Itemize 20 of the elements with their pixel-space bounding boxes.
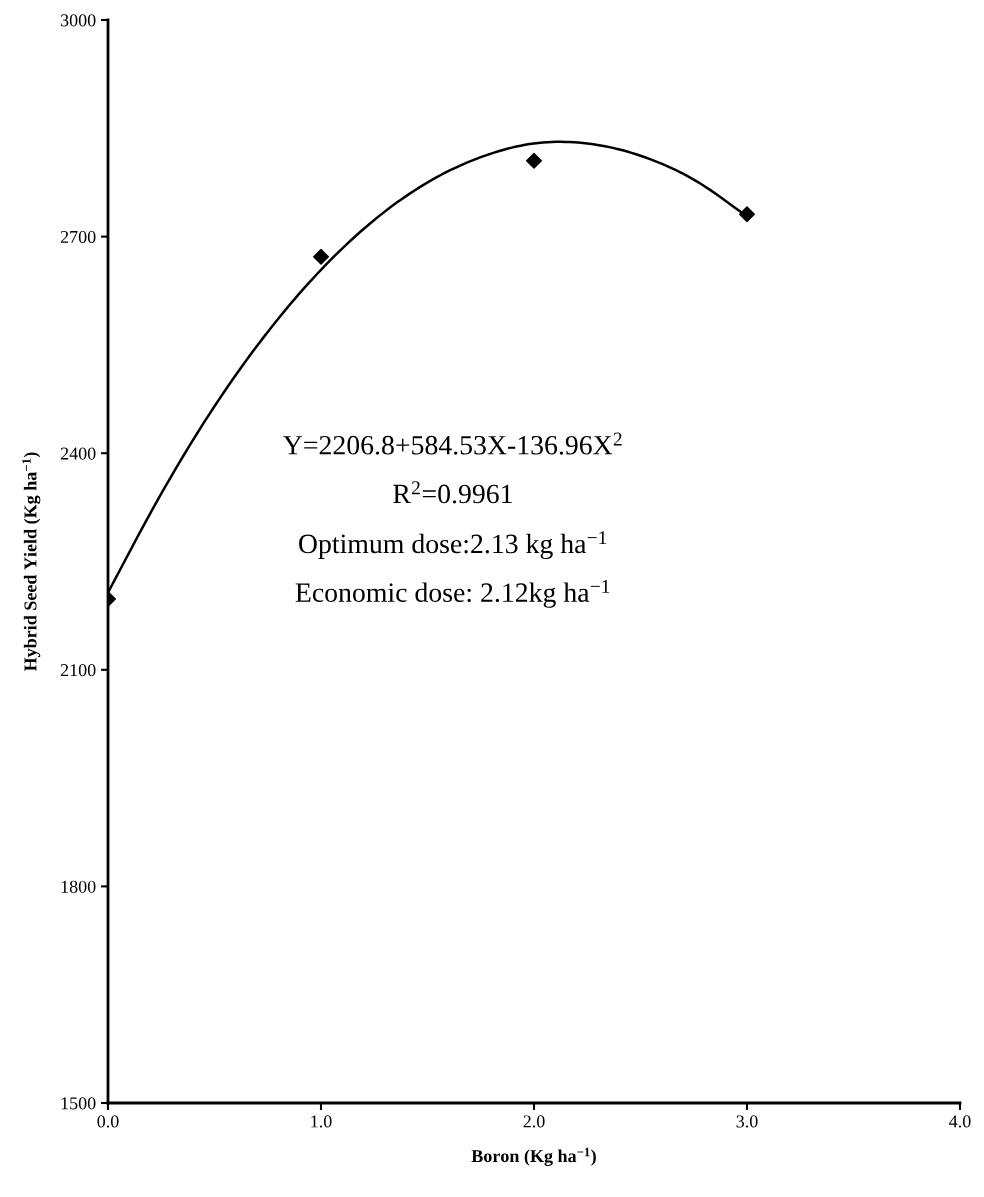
y-tick-label: 3000	[60, 14, 96, 27]
x-axis-title: Boron (Kg ha$^{−1}$)	[471, 1147, 596, 1166]
annotation: Y=2206.8+584.53X-136.96X$^{2}$	[283, 432, 622, 455]
annotation: R$^{2}$=0.9961	[393, 481, 512, 504]
x-tick-label: 4.0	[949, 1115, 971, 1128]
x-tick-label: 0.0	[97, 1115, 119, 1128]
y-tick-label: 1500	[61, 1097, 96, 1110]
annotation: Optimum dose:2.13 kg ha$^{−1}$	[299, 531, 607, 559]
point	[313, 248, 329, 265]
y-tick-label: 1800	[61, 880, 96, 893]
y-tick-label: 2100	[60, 664, 96, 677]
y-axis-title: Hybrid Seed Yield (Kg ha$^{−1}$)	[22, 452, 41, 672]
annotation: Economic dose: 2.12kg ha$^{−1}$	[295, 579, 610, 608]
x-tick-label: 2.0	[523, 1115, 545, 1128]
point	[526, 152, 542, 169]
x-tick-label: 3.0	[736, 1115, 758, 1128]
point	[739, 206, 755, 223]
y-tick-label: 2700	[60, 230, 96, 244]
x-tick-label: 1.0	[311, 1115, 332, 1128]
y-tick-label: 2400	[60, 447, 96, 460]
